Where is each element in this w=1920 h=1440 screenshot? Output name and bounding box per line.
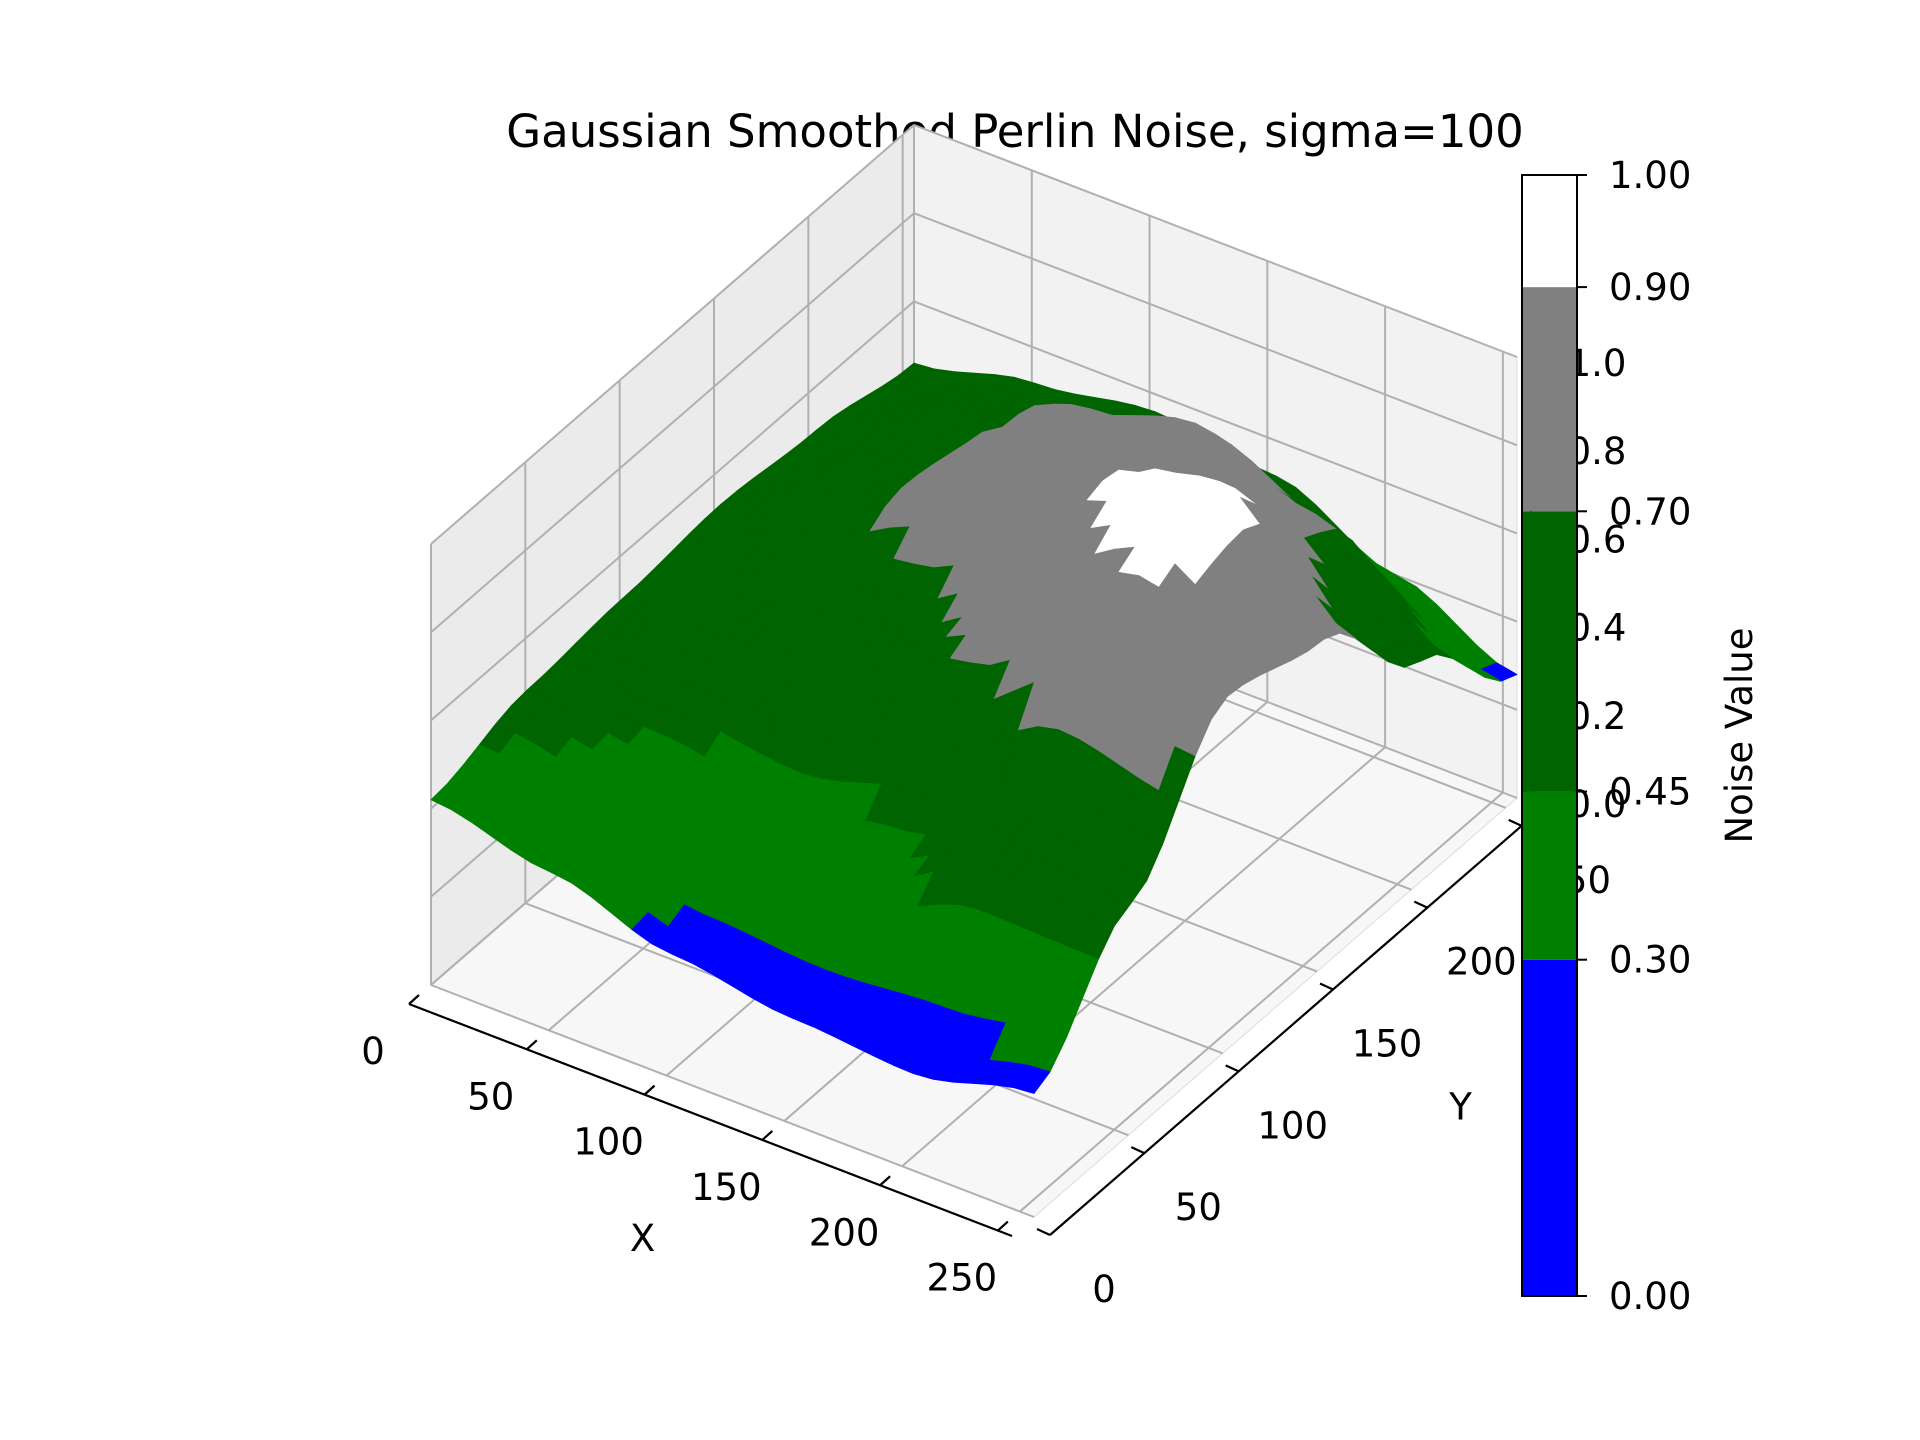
y-tick-label: 200 bbox=[1446, 941, 1517, 984]
grid-line-z-back bbox=[913, 212, 1518, 447]
y-axis-label: Y bbox=[1448, 1086, 1472, 1129]
colorbar-segment bbox=[1522, 791, 1577, 960]
grid-line-z-left bbox=[430, 212, 915, 633]
x-axis-tick bbox=[997, 1220, 1009, 1232]
colorbar-segment bbox=[1522, 959, 1577, 1296]
grid-line-z-left bbox=[430, 300, 915, 722]
colorbar-segment bbox=[1522, 175, 1577, 288]
colorbar-tick-label: 0.00 bbox=[1609, 1275, 1691, 1318]
grid-line-x-floor bbox=[901, 746, 1386, 1168]
x-axis-tick bbox=[761, 1130, 774, 1141]
x-tick-label: 200 bbox=[809, 1211, 880, 1254]
surface-cell bbox=[1013, 1065, 1051, 1094]
x-tick-label: 0 bbox=[361, 1030, 385, 1073]
grid-line-x-floor bbox=[1019, 791, 1504, 1213]
colorbar-tick-label: 0.70 bbox=[1609, 490, 1691, 533]
x-axis-tick bbox=[879, 1175, 891, 1187]
chart-title: Gaussian Smoothed Perlin Noise, sigma=10… bbox=[506, 105, 1523, 158]
colorbar-tick-label: 0.45 bbox=[1609, 771, 1691, 814]
x-tick-label: 100 bbox=[573, 1121, 644, 1164]
grid-line-z-back bbox=[913, 300, 1518, 535]
y-axis-tick bbox=[1508, 818, 1523, 827]
x-axis-line bbox=[408, 1002, 1013, 1238]
x-tick-label: 150 bbox=[691, 1166, 762, 1209]
y-axis-tick bbox=[1413, 900, 1428, 909]
grid-line-z-left bbox=[430, 124, 915, 545]
surface-plot bbox=[430, 362, 1518, 1094]
y-tick-label: 100 bbox=[1257, 1104, 1328, 1147]
colorbar-segment bbox=[1522, 287, 1577, 512]
y-axis-line bbox=[1049, 815, 1534, 1236]
colorbar-segment bbox=[1522, 511, 1577, 792]
x-axis-tick bbox=[526, 1039, 538, 1051]
x-axis-label: X bbox=[630, 1217, 655, 1260]
y-tick-label: 0 bbox=[1092, 1268, 1116, 1311]
x-axis-tick bbox=[643, 1084, 656, 1096]
colorbar-frame bbox=[1521, 174, 1578, 1297]
y-axis-tick bbox=[1225, 1064, 1240, 1073]
y-axis-tick bbox=[1130, 1146, 1145, 1155]
y-axis-tick bbox=[1036, 1228, 1051, 1236]
y-tick-label: 50 bbox=[1175, 1186, 1222, 1229]
axes: 050100150200250X050100150200250Y0.00.20.… bbox=[361, 342, 1626, 1311]
colorbar-tick-label: 0.30 bbox=[1609, 939, 1691, 982]
y-axis-tick bbox=[1319, 982, 1334, 991]
grid-line-y-floor bbox=[430, 984, 1035, 1218]
x-tick-label: 250 bbox=[927, 1257, 998, 1300]
colorbar: 0.00 0.30 0.45 0.70 0.90 1.00 Noise Value bbox=[1521, 154, 1761, 1318]
colorbar-tick-label: 1.00 bbox=[1609, 154, 1691, 197]
x-tick-label: 50 bbox=[467, 1075, 514, 1118]
colorbar-label: Noise Value bbox=[1718, 627, 1761, 843]
grid-line-z-back bbox=[913, 124, 1518, 358]
x-axis-tick bbox=[408, 994, 420, 1005]
colorbar-tick-label: 0.90 bbox=[1609, 266, 1691, 309]
y-tick-label: 150 bbox=[1352, 1022, 1423, 1065]
